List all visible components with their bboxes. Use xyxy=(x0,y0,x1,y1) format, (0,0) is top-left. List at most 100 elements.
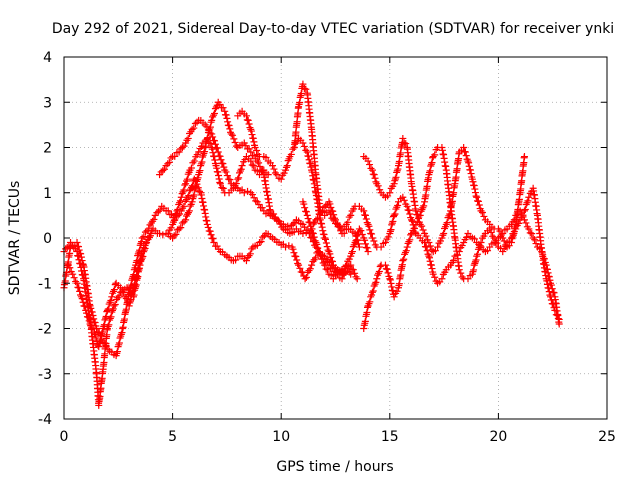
trail-marker xyxy=(145,233,153,241)
trail-marker xyxy=(289,245,297,253)
trail-marker xyxy=(467,170,475,178)
trail-marker xyxy=(323,243,331,251)
trail-marker xyxy=(249,134,257,142)
data-point xyxy=(321,261,329,269)
trail-marker xyxy=(167,154,175,162)
trail-marker xyxy=(211,156,219,164)
trail-marker xyxy=(70,274,78,282)
data-point xyxy=(203,134,211,142)
trail-marker xyxy=(150,215,158,223)
data-point xyxy=(147,229,155,237)
trail-marker xyxy=(422,232,430,240)
trail-marker xyxy=(198,142,206,150)
trail-marker xyxy=(111,281,119,289)
trail-marker xyxy=(327,253,335,261)
data-point xyxy=(190,157,198,165)
trail-marker xyxy=(310,233,318,241)
trail-marker xyxy=(226,176,234,184)
trail-marker xyxy=(511,225,519,233)
data-point xyxy=(175,148,183,156)
trail-marker xyxy=(252,197,260,205)
trail-marker xyxy=(406,210,414,218)
data-point xyxy=(208,144,216,151)
data-point xyxy=(390,293,398,301)
trail-marker xyxy=(177,224,185,232)
data-point xyxy=(242,257,250,265)
trail-marker xyxy=(220,163,228,171)
trail-marker xyxy=(371,174,379,182)
y-tick-label: -1 xyxy=(38,276,52,292)
data-point xyxy=(90,329,98,337)
trail-marker xyxy=(122,294,130,302)
trail-marker xyxy=(204,223,212,231)
trail-marker xyxy=(322,239,330,247)
data-point xyxy=(338,275,346,283)
trail-marker xyxy=(223,172,231,180)
trail-marker xyxy=(216,152,224,160)
trail-marker xyxy=(428,246,436,254)
trail-marker xyxy=(89,325,97,333)
trail-marker xyxy=(340,229,348,237)
data-point xyxy=(108,293,116,301)
data-point xyxy=(342,261,350,269)
trail-marker xyxy=(402,140,410,148)
trail-marker xyxy=(210,152,218,160)
data-point xyxy=(347,270,355,278)
trail-marker xyxy=(223,114,231,122)
trail-marker xyxy=(476,242,484,250)
trail-marker xyxy=(366,161,374,169)
trail-marker xyxy=(510,230,518,238)
trail-marker xyxy=(478,209,486,217)
trail-marker xyxy=(307,163,315,171)
trail-marker xyxy=(394,201,402,209)
trail-marker xyxy=(74,252,82,260)
trail-marker xyxy=(497,231,505,239)
trail-marker xyxy=(296,264,304,272)
data-point xyxy=(240,189,248,197)
trail-marker xyxy=(189,159,197,167)
trail-marker xyxy=(470,266,478,274)
data-point xyxy=(321,234,329,242)
trail-marker xyxy=(136,256,144,264)
trail-marker xyxy=(363,244,371,252)
data-point xyxy=(520,153,528,161)
trail-marker xyxy=(129,287,137,295)
data-point xyxy=(329,216,337,224)
data-point xyxy=(301,275,309,283)
data-point xyxy=(360,207,368,215)
data-point xyxy=(473,193,481,201)
trail-marker xyxy=(387,279,395,287)
trail-marker xyxy=(389,217,397,225)
trail-marker xyxy=(428,265,436,273)
trail-marker xyxy=(509,233,517,241)
trail-marker xyxy=(270,165,278,173)
data-point xyxy=(210,239,218,247)
data-point xyxy=(242,112,250,120)
trail-marker xyxy=(387,226,395,234)
trail-marker xyxy=(289,145,297,153)
trail-marker xyxy=(186,202,194,210)
trail-marker xyxy=(400,139,408,147)
x-tick-label: 15 xyxy=(381,429,399,445)
trail-marker xyxy=(210,109,218,117)
trail-marker xyxy=(393,287,401,295)
series-track-d xyxy=(164,134,272,237)
data-point xyxy=(121,293,129,301)
trail-marker xyxy=(392,173,400,181)
trail-marker xyxy=(222,168,230,176)
data-point xyxy=(156,229,164,237)
trail-marker xyxy=(168,210,176,218)
trail-marker xyxy=(469,268,477,276)
trail-marker xyxy=(203,123,211,131)
trail-marker xyxy=(462,152,470,160)
trail-marker xyxy=(423,247,431,255)
trail-marker xyxy=(76,260,84,268)
trail-marker xyxy=(201,148,209,156)
trail-marker xyxy=(400,196,408,204)
trail-marker xyxy=(115,292,123,300)
trail-marker xyxy=(250,162,258,170)
trail-marker xyxy=(367,164,375,172)
data-point xyxy=(464,157,472,165)
data-point xyxy=(247,157,255,165)
trail-marker xyxy=(489,232,497,240)
